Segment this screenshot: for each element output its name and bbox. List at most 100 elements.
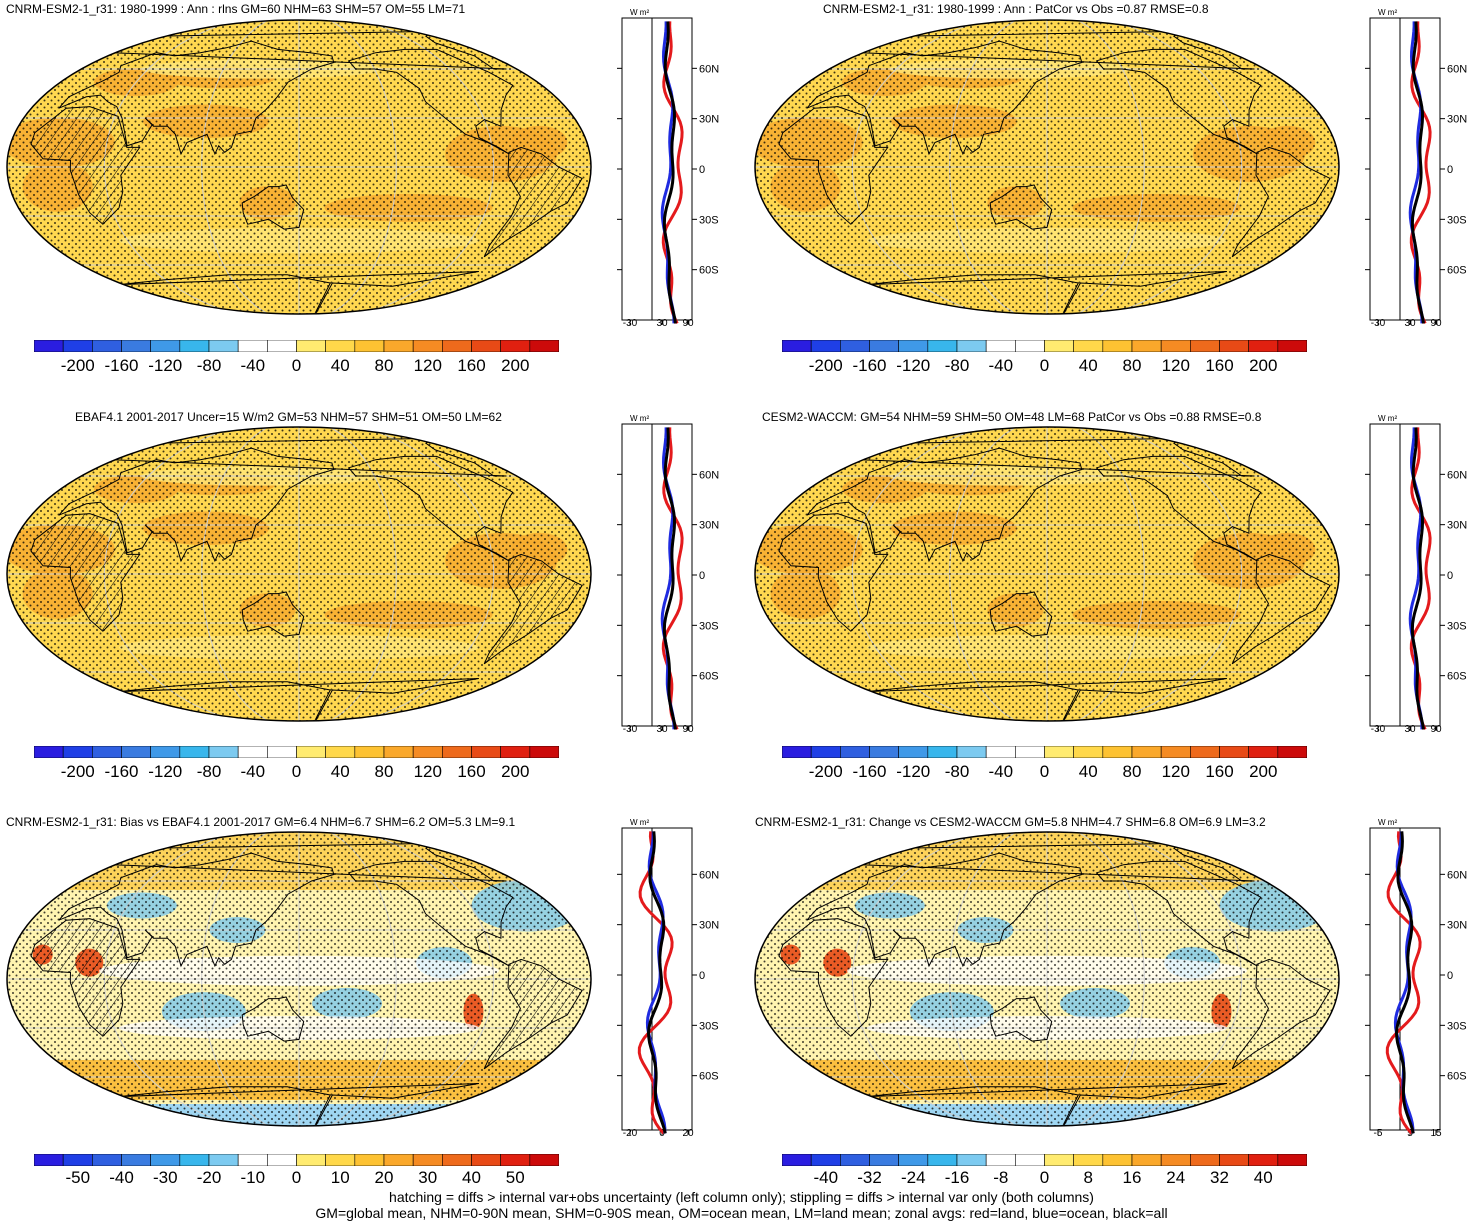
colorbar-tick-label: -80 <box>196 762 222 781</box>
colorbar-tick-label: 32 <box>1210 1168 1229 1187</box>
colorbar-tick-label: -160 <box>852 762 887 781</box>
colorbar-6 <box>782 1154 1307 1166</box>
colorbar-tick-label: -120 <box>148 762 183 781</box>
colorbar-4 <box>782 746 1307 758</box>
colorbar-tick-label: 20 <box>374 1168 394 1187</box>
zonal-units-label: W m² <box>1378 818 1397 827</box>
zonal-lat-label: 60S <box>699 1071 719 1083</box>
colorbar-swatch <box>1102 1154 1133 1166</box>
colorbar-tick-label: -50 <box>65 1168 91 1187</box>
colorbar-tick-label: 80 <box>374 356 394 375</box>
colorbar-swatch <box>383 340 414 352</box>
colorbar-swatch <box>267 746 297 758</box>
map-panel-4 <box>754 426 1340 722</box>
colorbar-tick-label: -40 <box>988 762 1014 781</box>
colorbar-tick-label: -24 <box>900 1168 926 1187</box>
zonal-curve <box>662 427 677 730</box>
colorbar-labels-2: -200 -160 -120 -80 -40 0 40 80 120 160 200 <box>782 356 1307 378</box>
colorbar-swatch <box>267 340 297 352</box>
colorbar-swatch <box>782 340 812 352</box>
colorbar-swatch <box>956 746 987 758</box>
colorbar-swatch <box>500 746 531 758</box>
zonal-lat-label: 0 <box>1447 164 1453 176</box>
colorbar-tick-label: 40 <box>1078 762 1098 781</box>
colorbar-tick-label: 0 <box>1039 1168 1050 1187</box>
colorbar-5 <box>34 1154 559 1166</box>
colorbar-swatch <box>810 1154 841 1166</box>
colorbar-swatch <box>354 1154 385 1166</box>
colorbar-swatch <box>956 1154 987 1166</box>
colorbar-tick-label: -120 <box>896 356 931 375</box>
colorbar-swatch <box>1015 340 1045 352</box>
colorbar-tick-label: -40 <box>240 356 266 375</box>
zonal-lat-label: 0 <box>699 164 705 176</box>
colorbar-tick-label: 160 <box>1205 762 1234 781</box>
colorbar-tick-label: -200 <box>808 762 843 781</box>
colorbar-swatch <box>34 746 64 758</box>
zonal-curve <box>662 21 677 324</box>
colorbar-swatch <box>840 1154 870 1166</box>
colorbar-swatch <box>1044 340 1074 352</box>
panel-title-1: CNRM-ESM2-1_r31: 1980-1999 : Ann : rlns … <box>6 2 466 16</box>
colorbar-swatch <box>267 1154 297 1166</box>
zonal-units-label: W m² <box>1378 8 1397 17</box>
colorbar-swatch <box>34 1154 64 1166</box>
colorbar-swatch <box>927 1154 958 1166</box>
zonal-lat-label: 60S <box>699 671 719 683</box>
zonal-lat-label: 30N <box>699 114 719 126</box>
zonal-units-label: W m² <box>1378 414 1397 423</box>
zonal-mean-plot-1: W m² 60N 30N 0 30S 60S -30 30 90 <box>617 8 719 328</box>
colorbar-swatch <box>782 746 812 758</box>
colorbar-swatch <box>956 340 987 352</box>
colorbar-swatch <box>840 340 870 352</box>
colorbar-swatch <box>1248 340 1279 352</box>
colorbar-swatch <box>150 1154 181 1166</box>
colorbar-swatch <box>412 746 443 758</box>
zonal-lat-label: 0 <box>1447 970 1453 982</box>
colorbar-tick-label: 200 <box>501 356 530 375</box>
colorbar-swatch <box>383 1154 414 1166</box>
colorbar-swatch <box>1190 340 1220 352</box>
colorbar-swatch <box>1131 340 1162 352</box>
colorbar-swatch <box>179 1154 210 1166</box>
zonal-curve <box>1410 427 1425 730</box>
colorbar-tick-label: 160 <box>457 762 486 781</box>
panel-title-2: CNRM-ESM2-1_r31: 1980-1999 : Ann : PatCo… <box>823 2 1209 16</box>
zonal-x-tick-label: 30 <box>656 724 668 734</box>
map-panel-2 <box>754 19 1340 315</box>
colorbar-swatch <box>442 746 472 758</box>
colorbar-tick-label: -160 <box>104 762 139 781</box>
colorbar-swatch <box>62 746 93 758</box>
colorbar-swatch <box>1015 1154 1045 1166</box>
colorbar-swatch <box>1160 1154 1191 1166</box>
colorbar-swatch <box>296 340 326 352</box>
colorbar-labels-3: -200 -160 -120 -80 -40 0 40 80 120 160 200 <box>34 762 559 784</box>
colorbar-swatch <box>92 746 122 758</box>
colorbar-swatch <box>869 746 899 758</box>
zonal-x-tick-label: -30 <box>623 724 638 734</box>
colorbar-swatch <box>325 1154 356 1166</box>
zonal-lat-label: 60N <box>699 869 719 881</box>
colorbar-labels-5: -50 -40 -30 -20 -10 0 10 20 30 40 50 <box>34 1168 559 1190</box>
colorbar-swatch <box>1015 746 1045 758</box>
colorbar-tick-label: -200 <box>60 762 95 781</box>
colorbar-swatch <box>121 1154 151 1166</box>
zonal-lat-label: 30N <box>699 520 719 532</box>
colorbar-3 <box>34 746 559 758</box>
colorbar-swatch <box>500 340 531 352</box>
colorbar-swatch <box>442 340 472 352</box>
colorbar-tick-label: 40 <box>1253 1168 1273 1187</box>
colorbar-swatch <box>412 1154 443 1166</box>
footer-line-1: hatching = diffs > internal var+obs unce… <box>389 1189 1094 1205</box>
colorbar-tick-label: 0 <box>291 1168 302 1187</box>
colorbar-tick-label: 0 <box>291 762 302 781</box>
zonal-lat-label: 30S <box>699 620 719 632</box>
colorbar-swatch <box>1044 746 1074 758</box>
zonal-mean-plot-2: W m² 60N 30N 0 30S 60S -30 30 90 <box>1365 8 1467 328</box>
colorbar-tick-label: -200 <box>808 356 843 375</box>
colorbar-tick-label: -40 <box>240 762 266 781</box>
zonal-x-tick-label: 30 <box>656 318 668 328</box>
colorbar-swatch <box>208 746 239 758</box>
zonal-lat-label: 0 <box>1447 570 1453 582</box>
